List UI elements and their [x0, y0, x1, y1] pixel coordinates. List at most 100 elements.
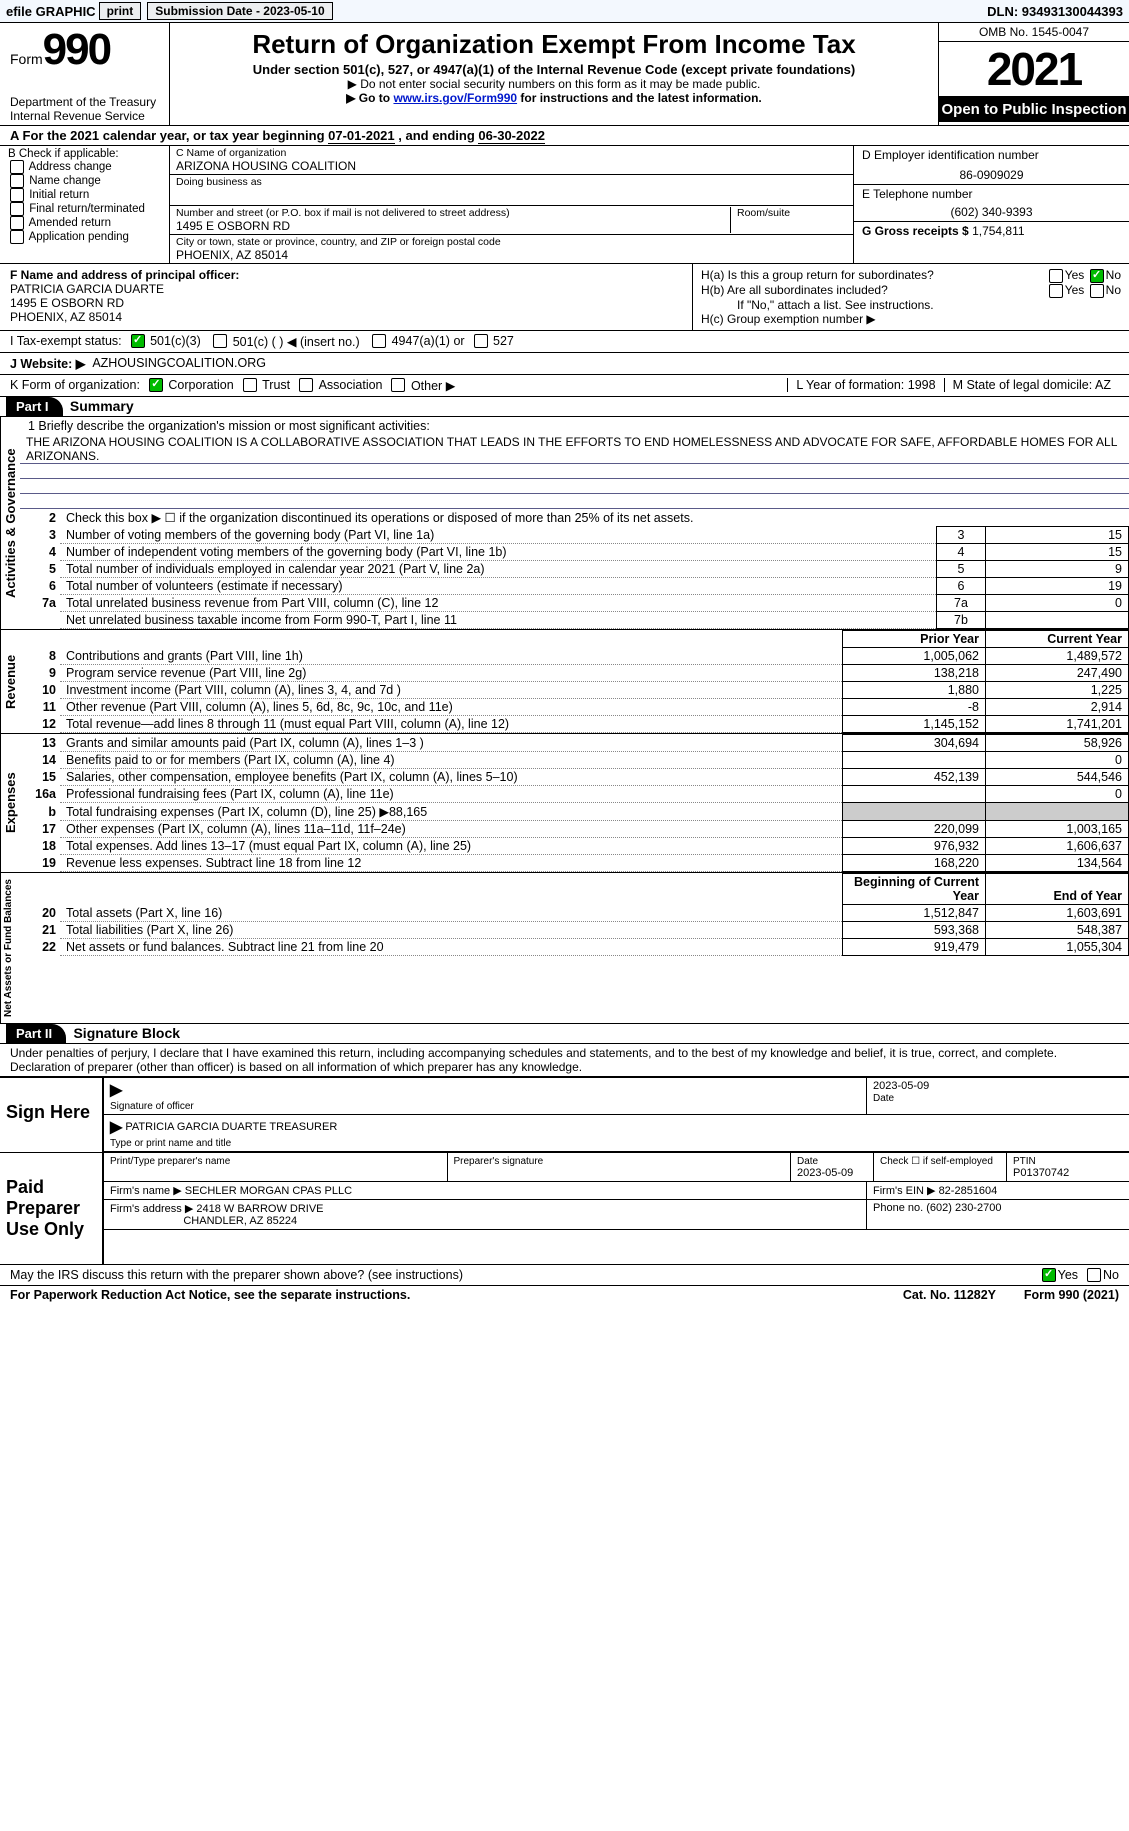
open-public-label: Open to Public Inspection — [939, 97, 1129, 122]
tax-year: 2021 — [939, 42, 1129, 97]
gov-table: 2Check this box ▶ ☐ if the organization … — [20, 509, 1129, 629]
cell-grey — [986, 802, 1129, 820]
col-current-year: Current Year — [986, 630, 1129, 647]
gross-value: 1,754,811 — [972, 224, 1025, 238]
row-num — [20, 611, 60, 628]
chk-corp[interactable] — [149, 378, 163, 392]
m-label: M State of legal domicile: — [953, 378, 1093, 392]
row-label: Total unrelated business revenue from Pa… — [60, 594, 937, 611]
sign-here-label: Sign Here — [0, 1078, 102, 1152]
gross-label: G Gross receipts $ — [862, 224, 969, 238]
chk-label-3: Final return/terminated — [29, 203, 145, 215]
row-num: 5 — [20, 560, 60, 577]
declare-text: Under penalties of perjury, I declare th… — [0, 1044, 1129, 1076]
row-num: 4 — [20, 543, 60, 560]
section-fh: F Name and address of principal officer:… — [0, 264, 1129, 331]
submission-date-button[interactable]: Submission Date - 2023-05-10 — [147, 2, 332, 20]
firm-ein: 82-2851604 — [939, 1185, 998, 1197]
hb-yn[interactable]: Yes No — [1047, 283, 1121, 298]
exp-table: 13Grants and similar amounts paid (Part … — [20, 734, 1129, 872]
chk-527[interactable] — [474, 334, 488, 348]
l-label: L Year of formation: — [796, 378, 904, 392]
i-label: I Tax-exempt status: — [10, 334, 122, 348]
chk-initial-return[interactable]: Initial return — [8, 188, 161, 202]
chk-501c[interactable] — [213, 334, 227, 348]
row-num: 6 — [20, 577, 60, 594]
row-label: Professional fundraising fees (Part IX, … — [60, 785, 843, 802]
ptin-label: PTIN — [1013, 1156, 1036, 1167]
rowA-pre: A For the 2021 calendar year, or tax yea… — [10, 128, 328, 143]
col-d-info: D Employer identification number86-09090… — [854, 146, 1129, 263]
chk-final-return[interactable]: Final return/terminated — [8, 202, 161, 216]
row-value: 19 — [986, 577, 1129, 594]
opt-501c: 501(c) ( ) ◀ (insert no.) — [233, 334, 360, 349]
note2-pre: ▶ Go to — [346, 91, 393, 105]
chk-4947[interactable] — [372, 334, 386, 348]
row-label: Total expenses. Add lines 13–17 (must eq… — [60, 837, 843, 854]
rowA-mid: , and ending — [395, 128, 479, 143]
row-value: 0 — [986, 594, 1129, 611]
irs-link[interactable]: www.irs.gov/Form990 — [393, 91, 517, 105]
chk-name-change[interactable]: Name change — [8, 174, 161, 188]
opt-4947: 4947(a)(1) or — [392, 334, 465, 348]
cell-prior: 976,932 — [843, 837, 986, 854]
chk-label-0: Address change — [29, 161, 112, 173]
row-label: Net assets or fund balances. Subtract li… — [60, 938, 843, 955]
sign-here-section: Sign Here ▶Signature of officer 2023-05-… — [0, 1076, 1129, 1152]
hc-label: H(c) Group exemption number ▶ — [701, 312, 1121, 326]
cell-prior: 1,880 — [843, 681, 986, 698]
firm-name: SECHLER MORGAN CPAS PLLC — [185, 1185, 352, 1197]
col-c-org: C Name of organizationARIZONA HOUSING CO… — [170, 146, 854, 263]
row-num: 14 — [20, 751, 60, 768]
cell-current: 1,225 — [986, 681, 1129, 698]
chk-address-change[interactable]: Address change — [8, 160, 161, 174]
omb-label: OMB No. 1545-0047 — [939, 23, 1129, 42]
row-klm: K Form of organization: Corporation Trus… — [0, 375, 1129, 397]
row-label: Net unrelated business taxable income fr… — [60, 611, 937, 628]
cell-current: 544,546 — [986, 768, 1129, 785]
prep-date-label: Date — [797, 1156, 818, 1167]
form-number: 990 — [43, 25, 110, 74]
section-revenue: Revenue Prior YearCurrent Year8Contribut… — [0, 630, 1129, 734]
city-label: City or town, state or province, country… — [176, 236, 847, 248]
cell-prior: 220,099 — [843, 820, 986, 837]
net-table: Beginning of Current YearEnd of Year20To… — [20, 873, 1129, 956]
yes-label: Yes — [1065, 268, 1085, 282]
section-governance: Activities & Governance 1 Briefly descri… — [0, 417, 1129, 630]
cell-current: 134,564 — [986, 854, 1129, 871]
chk-amended[interactable]: Amended return — [8, 216, 161, 230]
print-button[interactable]: print — [99, 2, 142, 20]
chk-assoc[interactable] — [299, 378, 313, 392]
addr-value: 1495 E OSBORN RD — [176, 219, 730, 233]
chk-other[interactable] — [391, 378, 405, 392]
cell-prior: 1,145,152 — [843, 715, 986, 732]
footer-right: Form 990 (2021) — [1024, 1288, 1119, 1302]
org-name: ARIZONA HOUSING COALITION — [176, 159, 847, 173]
ha-yn[interactable]: Yes No — [1047, 268, 1121, 283]
firm-name-label: Firm's name ▶ — [110, 1185, 182, 1197]
opt-other: Other ▶ — [411, 378, 455, 393]
row-num: 10 — [20, 681, 60, 698]
cell-prior — [843, 751, 986, 768]
row-num: 9 — [20, 664, 60, 681]
cell-prior: -8 — [843, 698, 986, 715]
j-label: J Website: ▶ — [10, 357, 85, 371]
row-value: 15 — [986, 526, 1129, 543]
officer-addr1: 1495 E OSBORN RD — [10, 296, 682, 310]
col-end-year: End of Year — [986, 873, 1129, 904]
paid-preparer-section: Paid Preparer Use Only Print/Type prepar… — [0, 1152, 1129, 1264]
cell-prior: 593,368 — [843, 921, 986, 938]
discuss-yn[interactable]: Yes No — [1040, 1268, 1119, 1283]
col-prior-year: Prior Year — [843, 630, 986, 647]
row-label: Program service revenue (Part VIII, line… — [60, 664, 843, 681]
chk-app-pending[interactable]: Application pending — [8, 230, 161, 244]
row-label: Total fundraising expenses (Part IX, col… — [60, 802, 843, 820]
row-label: Number of voting members of the governin… — [60, 526, 937, 543]
cell-current: 2,914 — [986, 698, 1129, 715]
yes-label2: Yes — [1065, 283, 1085, 297]
row-j-website: J Website: ▶ AZHOUSINGCOALITION.ORG — [0, 353, 1129, 375]
tax-begin: 07-01-2021 — [328, 128, 395, 144]
chk-501c3[interactable] — [131, 334, 145, 348]
chk-trust[interactable] — [243, 378, 257, 392]
row-value: 9 — [986, 560, 1129, 577]
